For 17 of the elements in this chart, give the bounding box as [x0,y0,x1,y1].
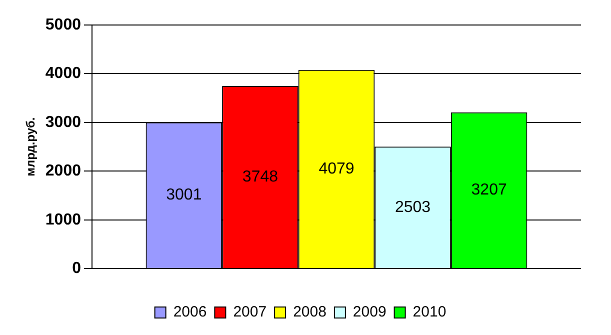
data-label: 3001 [166,186,202,204]
legend-label: 2010 [412,304,446,321]
y-tick-label: 4000 [45,65,82,82]
data-label: 2503 [394,198,431,216]
y-tick-label: 1000 [45,211,82,228]
data-label: 3207 [471,182,507,199]
y-axis-title: млрд.руб. [24,117,38,176]
y-tick-label: 3000 [45,114,82,131]
legend-label: 2008 [293,304,326,321]
legend-label: 2009 [352,304,386,321]
data-label: 4079 [318,160,354,178]
y-tick-label: 5000 [45,16,82,34]
y-tick-label: 2000 [45,162,82,180]
y-tick-label: 0 [72,260,82,278]
data-label: 3748 [242,168,278,186]
legend-label: 2007 [233,304,267,321]
legend-label: 2006 [173,304,207,321]
